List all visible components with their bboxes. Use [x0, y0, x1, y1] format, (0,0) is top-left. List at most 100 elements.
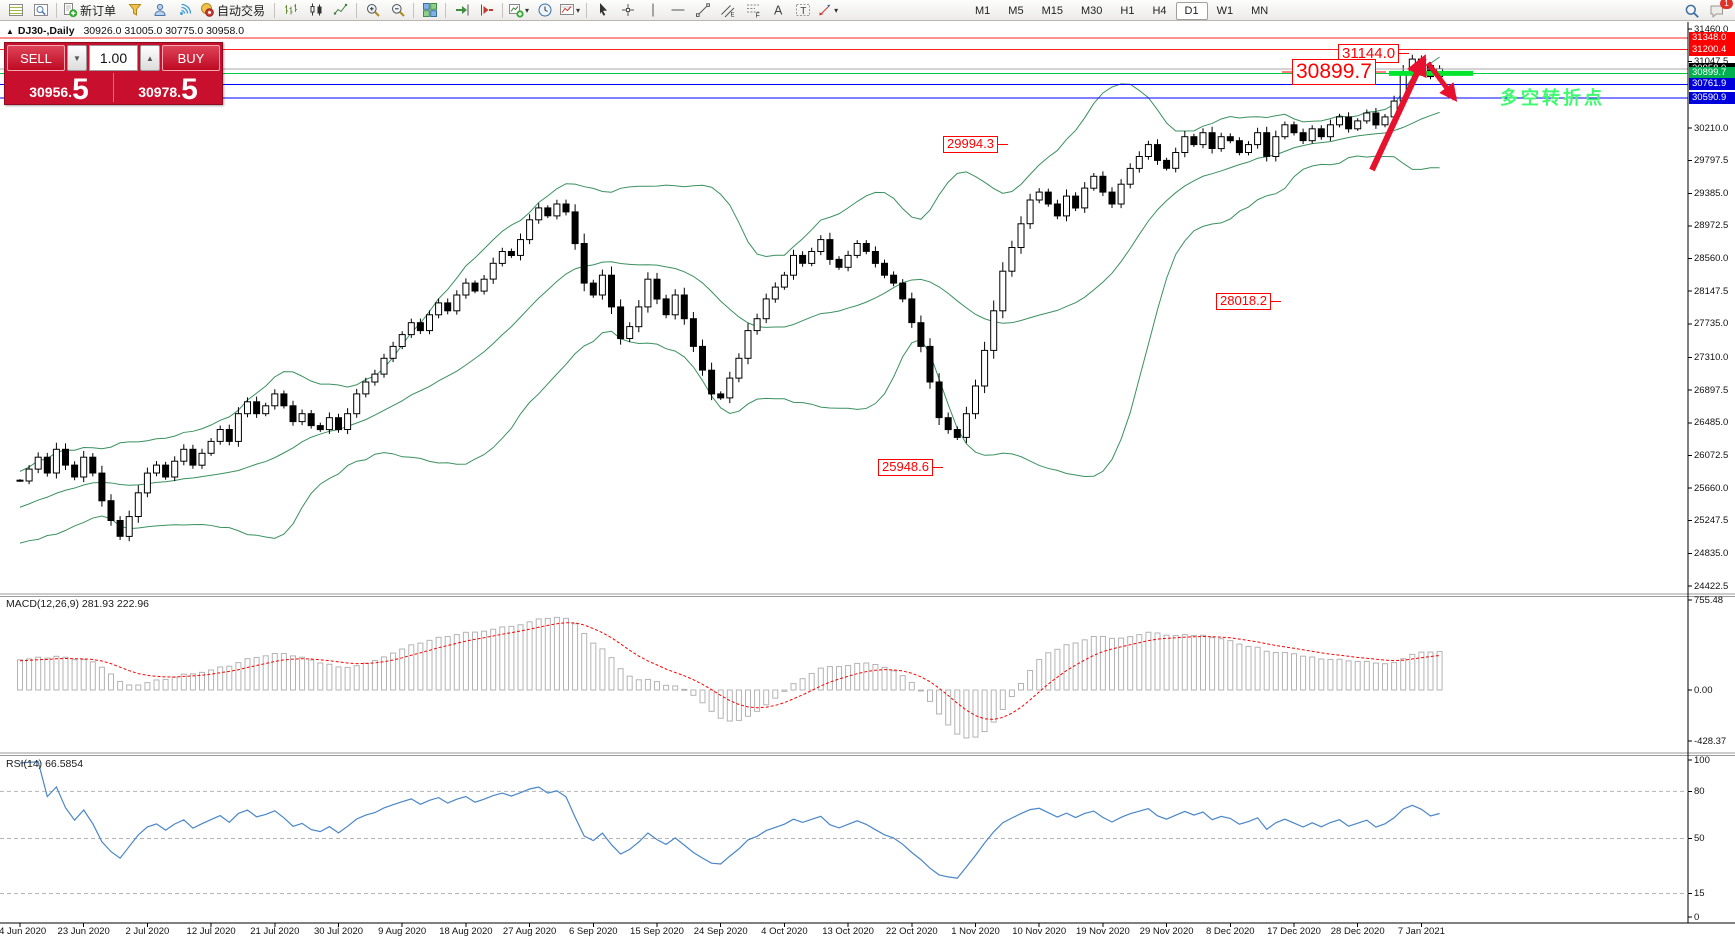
chart-shift-button[interactable] [474, 0, 499, 21]
notification-badge: 1 [1720, 0, 1733, 9]
macd-histogram-bar [908, 681, 915, 691]
sell-price-dot: . [68, 84, 73, 100]
window-collapse-icon[interactable]: ▲ [6, 27, 14, 36]
timeframe-h4[interactable]: H4 [1152, 4, 1167, 17]
search-button[interactable] [1679, 0, 1704, 21]
macd-histogram-bar [572, 623, 579, 691]
timeframe-m15[interactable]: M15 [1041, 4, 1063, 17]
macd-histogram-bar [44, 657, 51, 691]
sell-button[interactable]: SELL [7, 45, 65, 71]
templates-button[interactable]: ▾ [557, 0, 583, 21]
trend-arrow-object[interactable] [1369, 54, 1427, 172]
price-axis-tick: 31460.0 [1694, 23, 1729, 35]
market-watch-icon [8, 2, 24, 18]
panel-separator-macd[interactable] [0, 593, 1688, 598]
macd-histogram-bar [381, 656, 387, 691]
price-callout[interactable]: 28018.2 [1216, 293, 1271, 310]
rsi-axis-tick: 15 [1694, 887, 1705, 899]
main-price-pane[interactable] [16, 54, 1444, 544]
timeframe-d1[interactable]: D1 [1175, 1, 1208, 20]
macd-histogram-bar [608, 657, 615, 691]
timeframe-mn[interactable]: MN [1251, 4, 1269, 17]
timeframe-m1[interactable]: M1 [975, 4, 991, 17]
channel-button[interactable]: E [715, 0, 740, 21]
macd-histogram-bar [335, 666, 342, 691]
candlestick-chart-button[interactable] [303, 0, 328, 21]
time-axis-label: 29 Nov 2020 [1139, 926, 1194, 937]
macd-histogram-bar [644, 678, 651, 691]
macd-histogram-bar [726, 689, 733, 722]
macd-histogram-bar [963, 689, 970, 739]
macd-pane[interactable] [17, 616, 1443, 739]
svg-text:A: A [774, 4, 783, 18]
buy-price[interactable]: 30978. 5 [114, 71, 222, 104]
price-callout[interactable]: 30899.7 [1292, 59, 1376, 86]
macd-histogram-bar [89, 661, 96, 691]
crosshair-button[interactable] [615, 0, 640, 21]
price-axis-tick: 31047.5 [1694, 56, 1729, 68]
volume-decrease-button[interactable]: ▼ [67, 45, 87, 71]
chevron-down-icon: ▾ [576, 5, 581, 15]
text-label-button[interactable]: T [790, 0, 815, 21]
macd-axis-tick: 755.48 [1694, 594, 1724, 606]
zoom-out-button[interactable] [385, 0, 410, 21]
panel-separator-rsi[interactable] [0, 752, 1688, 757]
volume-input[interactable]: 1.00 [89, 45, 138, 71]
periods-icon [537, 2, 553, 18]
macd-histogram-bar [1136, 634, 1143, 691]
volume-increase-button[interactable]: ▲ [140, 45, 160, 71]
macd-histogram-bar [199, 671, 205, 691]
macd-histogram-bar [1218, 638, 1225, 691]
signal-button[interactable] [172, 0, 197, 21]
price-axis-tick: 26072.5 [1694, 449, 1729, 461]
market-watch-button[interactable] [3, 0, 28, 21]
timeframe-w1[interactable]: W1 [1216, 4, 1234, 17]
chevron-down-icon: ▾ [525, 5, 530, 15]
arrow-objects-button[interactable]: ▾ [815, 0, 841, 21]
macd-histogram-bar [1118, 637, 1125, 691]
sell-price[interactable]: 30956. 5 [5, 71, 113, 104]
price-callout[interactable]: 31144.0 [1338, 44, 1400, 64]
macd-histogram-bar [71, 659, 78, 691]
line-chart-button[interactable] [328, 0, 353, 21]
text-button[interactable]: A [765, 0, 790, 21]
notifications-button[interactable]: 1 [1704, 0, 1733, 21]
tile-windows-button[interactable] [417, 0, 442, 21]
bar-chart-button[interactable] [278, 0, 303, 21]
crosshair-icon [620, 2, 636, 18]
macd-signal-line [19, 622, 1440, 720]
rsi-pane[interactable] [0, 761, 1688, 894]
price-callout[interactable]: 25948.6 [878, 459, 933, 476]
user-button[interactable] [147, 0, 172, 21]
new-chart-button[interactable]: ▾ [506, 0, 532, 21]
time-axis-label: 28 Dec 2020 [1330, 926, 1385, 937]
cursor-button[interactable] [590, 0, 615, 21]
trendline-button[interactable] [690, 0, 715, 21]
trend-arrow-object[interactable] [1426, 61, 1458, 102]
macd-histogram-bar [390, 652, 397, 691]
horizontal-line-button[interactable] [665, 0, 690, 21]
autotrade-button[interactable]: 自动交易 [197, 0, 271, 21]
timeframe-m5[interactable]: M5 [1008, 4, 1024, 17]
auto-scroll-button[interactable] [449, 0, 474, 21]
macd-histogram-bar [453, 634, 460, 691]
price-callout[interactable]: 29994.3 [943, 136, 998, 153]
zoom-in-button[interactable] [360, 0, 385, 21]
buy-button[interactable]: BUY [162, 45, 220, 71]
new-order-button[interactable]: 新订单 [60, 0, 122, 21]
timeframe-h1[interactable]: H1 [1120, 4, 1135, 17]
time-axis-label: 9 Aug 2020 [378, 926, 427, 937]
macd-histogram-bar [162, 678, 169, 691]
trendline-icon [695, 2, 711, 18]
macd-histogram-bar [1418, 651, 1425, 691]
timeframe-m30[interactable]: M30 [1080, 4, 1103, 17]
navigator-button[interactable] [28, 0, 53, 21]
periods-button[interactable] [532, 0, 557, 21]
price-axis-tick: 27310.0 [1694, 352, 1729, 363]
funnel-button[interactable] [122, 0, 147, 21]
macd-histogram-bar [626, 675, 633, 691]
vertical-line-button[interactable] [640, 0, 665, 21]
fibonacci-button[interactable]: F [740, 0, 765, 21]
macd-histogram-bar [526, 621, 533, 691]
